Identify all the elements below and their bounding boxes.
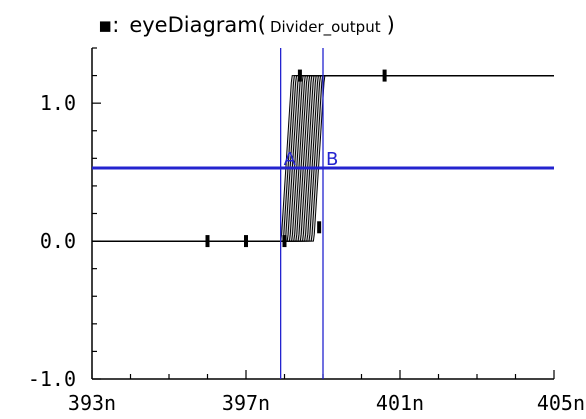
axes <box>91 47 555 380</box>
trace-marker <box>205 235 210 248</box>
x-tick-label: 401n <box>376 391 424 415</box>
trace-marker <box>382 69 387 82</box>
title-func: eyeDiagram( <box>129 13 266 37</box>
cursor-label-b: B <box>326 149 338 170</box>
x-tick-label: 405n <box>537 391 585 415</box>
trace-markers <box>205 69 387 248</box>
signal-traces <box>92 75 554 242</box>
trace-marker <box>282 235 287 248</box>
x-tick-label: 397n <box>222 391 270 415</box>
y-tick-label: -1.0 <box>28 367 76 391</box>
title-close: ) <box>387 13 395 37</box>
title-signal: Divider_output <box>270 18 381 37</box>
y-tick-label: 0.0 <box>40 229 76 253</box>
trace-marker <box>317 221 322 234</box>
signal-trace <box>92 75 554 242</box>
trace-marker <box>297 69 302 82</box>
cursor-label-a: A <box>284 149 297 170</box>
chart-title: ▪: eyeDiagram( Divider_output ) <box>98 13 395 37</box>
title-marker: ▪: <box>98 13 119 37</box>
y-tick-label: 1.0 <box>40 91 76 115</box>
x-tick-label: 393n <box>68 391 116 415</box>
trace-marker <box>244 235 248 248</box>
